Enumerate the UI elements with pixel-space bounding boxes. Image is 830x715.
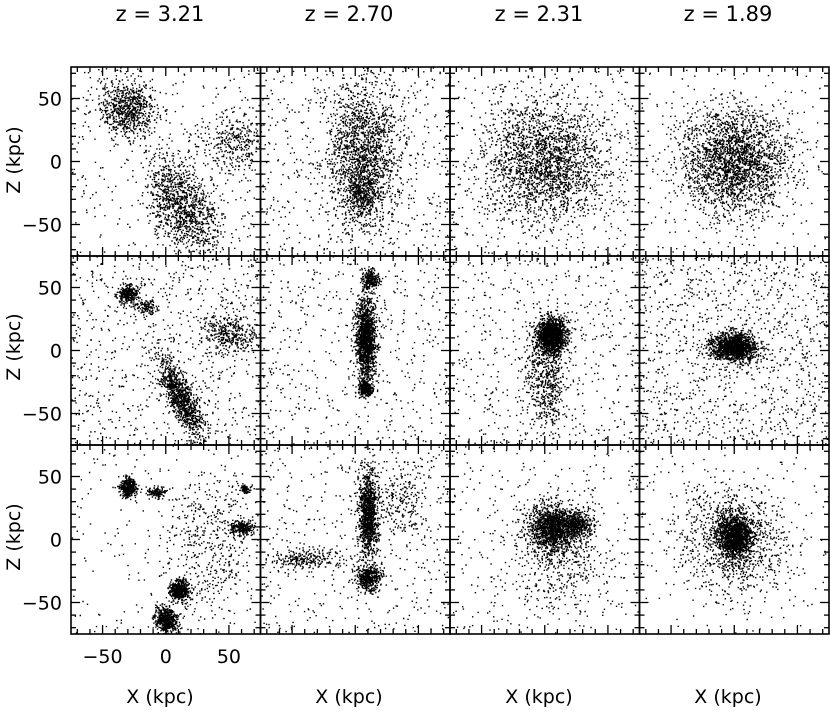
column-title-4: z = 1.89 [684,2,773,26]
panel-r2-c3 [449,255,641,446]
axis-ticks [71,67,261,256]
column-titles: z = 3.21 z = 2.70 z = 2.31 z = 1.89 [116,2,773,26]
scatter-points [260,67,450,256]
panel-r2-c4 [638,255,830,446]
axis-ticks [260,445,450,634]
y-tick-label: −50 [22,593,62,615]
scatter-points [71,67,261,256]
panel-grid: 50 0 −50 50 0 −50 50 0 −50 −50 0 50 [22,66,830,668]
axis-ticks [450,445,640,634]
point-cloud [260,67,450,256]
x-axis-label-col-1: X (kpc) [126,686,193,708]
point-cloud [640,445,829,634]
y-tick-label: 0 [50,152,62,174]
panel-r1-c4 [638,66,830,257]
point-cloud [260,445,450,634]
panel-r1-c1: 50 0 −50 [22,66,262,257]
point-cloud [450,257,640,445]
y-axis-label-row-2: Z (kpc) [3,313,25,380]
x-axis-label-col-3: X (kpc) [505,686,572,708]
point-cloud [71,67,261,256]
y-axis-label-row-3: Z (kpc) [3,503,25,570]
axis-ticks [450,256,640,445]
y-axis-label-row-1: Z (kpc) [3,126,25,193]
x-axis-labels: X (kpc) X (kpc) X (kpc) X (kpc) [126,686,761,708]
scatter-points [640,67,829,256]
column-title-3: z = 2.31 [495,2,584,26]
x-tick-label: −50 [83,646,123,668]
point-cloud [71,445,261,634]
column-title-1: z = 3.21 [116,2,205,26]
axis-ticks [71,256,261,445]
x-tick-label: 50 [217,646,241,668]
y-axis-labels: Z (kpc) Z (kpc) Z (kpc) [3,126,25,570]
point-cloud [451,445,640,634]
panel-r2-c1: 50 0 −50 [22,255,262,446]
axis-ticks [639,445,829,634]
x-axis-label-col-2: X (kpc) [315,686,382,708]
scatter-points [260,256,450,445]
axis-ticks [260,256,450,445]
panel-r1-c3 [449,66,641,257]
panel-r3-c4 [638,444,830,635]
panel-r2-c2 [259,255,451,446]
axis-ticks [639,256,829,445]
scatter-points [450,257,640,445]
x-tick-label: 0 [160,646,172,668]
point-cloud [71,256,261,445]
scatter-points [260,445,450,634]
scatter-points [640,445,829,634]
y-tick-label: 0 [50,341,62,363]
y-tick-label: 50 [38,467,62,489]
point-cloud [640,67,829,256]
scatter-points [71,256,261,445]
y-tick-label: 0 [50,530,62,552]
y-tick-label: −50 [22,404,62,426]
scatter-points [450,67,640,256]
panel-frame [70,444,262,635]
point-cloud [450,67,640,256]
panel-r3-c1: 50 0 −50 −50 0 50 [22,444,262,668]
axis-ticks [450,67,640,256]
scatter-points [451,445,640,634]
panel-r3-c2 [259,444,451,635]
axis-ticks [639,67,829,256]
scatter-points [639,256,829,445]
scatter-points [71,445,261,634]
y-tick-label: −50 [22,215,62,237]
panel-r3-c3 [449,444,641,635]
x-axis-label-col-4: X (kpc) [694,686,761,708]
panel-r1-c2 [259,66,451,257]
y-tick-label: 50 [38,89,62,111]
y-tick-label: 50 [38,278,62,300]
axis-ticks [260,67,450,256]
column-title-2: z = 2.70 [305,2,394,26]
point-cloud [639,256,829,445]
axis-ticks [71,445,261,634]
point-cloud [260,256,450,445]
